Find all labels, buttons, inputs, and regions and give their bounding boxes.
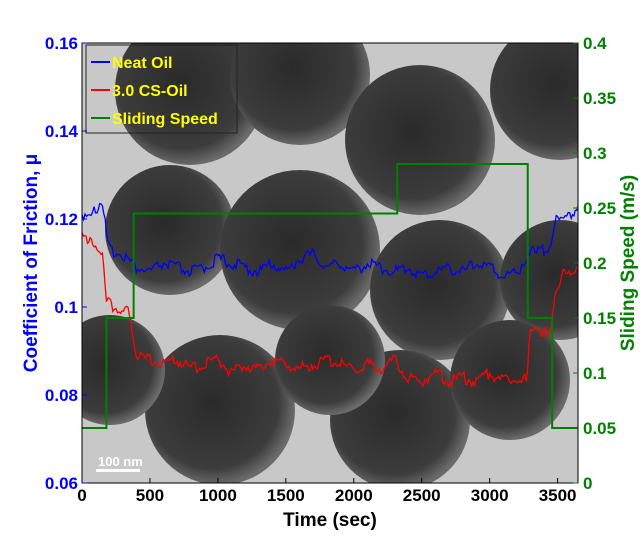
- x-tick-label: 3500: [539, 486, 577, 505]
- nanosphere: [500, 220, 578, 340]
- x-tick-label: 2000: [335, 486, 373, 505]
- nanosphere: [490, 43, 578, 160]
- tem-background-image: [82, 43, 578, 483]
- y2-tick-label: 0.2: [583, 254, 607, 273]
- x-tick-label: 3000: [471, 486, 509, 505]
- nanosphere: [220, 170, 380, 330]
- nanosphere: [450, 320, 570, 440]
- x-tick-label: 1000: [199, 486, 237, 505]
- legend-label-1: Neat Oil: [112, 55, 172, 72]
- legend-label-2: 3.0 CS-Oil: [112, 83, 188, 100]
- y-tick-label: 0.06: [45, 474, 78, 493]
- legend: Neat Oil 3.0 CS-Oil Sliding Speed: [85, 44, 238, 134]
- x-axis-label: Time (sec): [283, 510, 377, 531]
- y2-tick-label: 0.15: [583, 309, 616, 328]
- x-tick-label: 1500: [267, 486, 305, 505]
- y2-tick-label: 0.1: [583, 364, 607, 383]
- nanosphere: [230, 43, 370, 145]
- y-tick-label: 0.1: [54, 298, 78, 317]
- y2-tick-label: 0.25: [583, 199, 616, 218]
- y2-tick-label: 0.4: [583, 34, 607, 53]
- y-axis-label: Coefficient of Friction, μ: [21, 154, 42, 373]
- series-line-2: [82, 232, 578, 389]
- y2-tick-label: 0: [583, 474, 592, 493]
- y-tick-label: 0.14: [45, 122, 79, 141]
- scale-bar-label: 100 nm: [98, 454, 143, 469]
- y-tick-label: 0.08: [45, 386, 78, 405]
- y2-axis-label: Sliding Speed (m/s): [618, 175, 639, 351]
- nanosphere: [105, 165, 235, 295]
- series-line-3: [82, 163, 578, 429]
- nanosphere: [82, 315, 165, 425]
- y2-tick-label: 0.35: [583, 89, 616, 108]
- legend-box: [85, 44, 238, 134]
- nanosphere: [345, 65, 495, 215]
- y2-tick-label: 0.05: [583, 419, 616, 438]
- y2-tick-label: 0.3: [583, 144, 607, 163]
- nanosphere: [370, 220, 510, 360]
- series-line-1: [82, 202, 578, 280]
- scale-bar: [96, 469, 140, 472]
- nanosphere: [115, 43, 265, 165]
- x-tick-label: 2500: [403, 486, 441, 505]
- nanosphere: [145, 335, 295, 483]
- x-tick-label: 0: [77, 486, 86, 505]
- y-tick-label: 0.16: [45, 34, 78, 53]
- y-tick-label: 0.12: [45, 210, 78, 229]
- x-tick-label: 500: [136, 486, 164, 505]
- legend-label-3: Sliding Speed: [112, 111, 218, 128]
